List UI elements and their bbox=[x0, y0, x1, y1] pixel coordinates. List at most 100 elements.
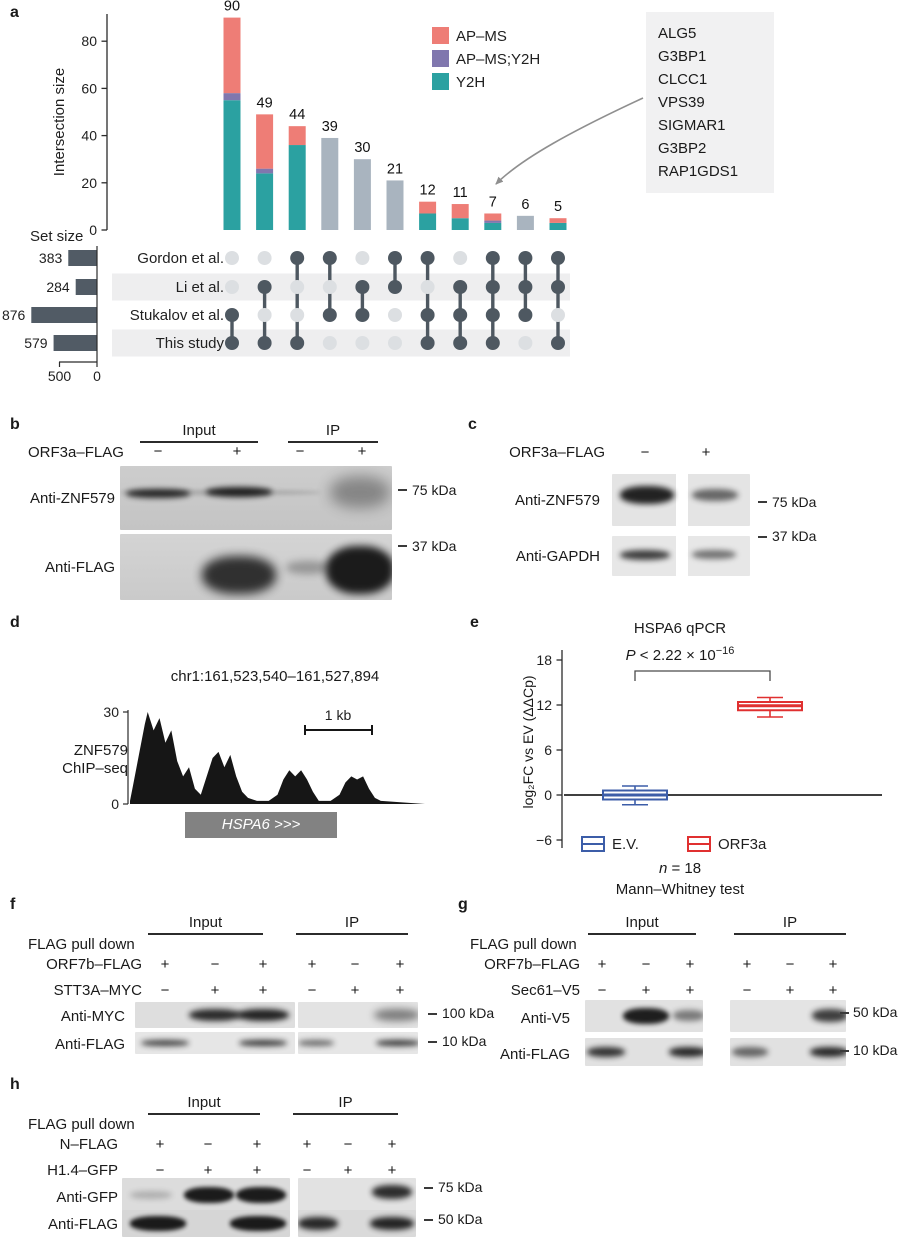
n-italic: n bbox=[658, 860, 668, 877]
blot-band bbox=[202, 556, 276, 594]
set-name: Li et al. bbox=[176, 279, 224, 296]
marker-tick bbox=[398, 489, 407, 491]
panel-a-label: a bbox=[10, 4, 19, 21]
blot-gap bbox=[676, 474, 688, 526]
antibody-label: Anti-MYC bbox=[60, 1008, 125, 1025]
legend-swatch bbox=[432, 73, 449, 90]
panel-d-label: d bbox=[10, 614, 20, 631]
lane-sign: + bbox=[307, 956, 317, 973]
lane-sign: + bbox=[387, 1136, 397, 1153]
lane-sign: − bbox=[742, 982, 752, 999]
lane-sign: + bbox=[343, 1162, 353, 1179]
lane-sign: − bbox=[153, 443, 163, 460]
antibody-label: Anti-GFP bbox=[56, 1189, 118, 1206]
lane-sign: + bbox=[395, 956, 405, 973]
lane-sign: − bbox=[785, 956, 795, 973]
scalebar-label: 1 kb bbox=[325, 707, 352, 723]
set-size-value: 579 bbox=[24, 335, 48, 351]
intersection-value: 44 bbox=[289, 107, 305, 123]
matrix-dot bbox=[551, 251, 565, 265]
pulldown-label: FLAG pull down bbox=[28, 1116, 135, 1133]
matrix-dot bbox=[453, 280, 468, 294]
upset-ylabel: Intersection size bbox=[51, 68, 68, 176]
panel-g-label: g bbox=[458, 896, 468, 913]
intersection-bar-segment bbox=[451, 218, 469, 230]
blot-image bbox=[135, 1032, 295, 1054]
blot-band bbox=[126, 489, 190, 498]
blot-band bbox=[141, 1040, 189, 1046]
lane-sign: + bbox=[350, 982, 360, 999]
matrix-dot bbox=[388, 251, 402, 265]
ip-underline bbox=[288, 441, 378, 443]
intersection-bar-segment bbox=[549, 218, 567, 223]
intersection-value: 90 bbox=[224, 0, 240, 15]
blot-image bbox=[585, 1000, 703, 1032]
marker-label: 50 kDa bbox=[853, 1004, 898, 1020]
matrix-dot bbox=[420, 251, 435, 265]
blot-band bbox=[370, 1217, 414, 1230]
callout-arrow bbox=[495, 97, 644, 185]
legend-label: AP–MS bbox=[456, 28, 507, 45]
intersection-value: 12 bbox=[420, 183, 436, 199]
antibody-label: Anti-V5 bbox=[520, 1010, 570, 1027]
lane-sign: + bbox=[252, 1136, 262, 1153]
construct-label: STT3A–MYC bbox=[53, 982, 142, 999]
blot-image bbox=[585, 1038, 703, 1066]
set-name: Gordon et al. bbox=[137, 250, 224, 267]
lane-sign: + bbox=[387, 1162, 397, 1179]
intersection-value: 21 bbox=[387, 161, 403, 177]
lane-sign: + bbox=[302, 1136, 312, 1153]
construct-label: ORF7b–FLAG bbox=[46, 956, 142, 973]
blot-band bbox=[206, 487, 272, 497]
lane-sign: − bbox=[160, 982, 170, 999]
blot-band bbox=[298, 1217, 338, 1230]
matrix-dot bbox=[225, 308, 239, 322]
legend-label: AP–MS;Y2H bbox=[456, 51, 540, 68]
chart-text: 6 bbox=[544, 742, 552, 758]
ip-header: IP bbox=[325, 422, 341, 439]
matrix-dot bbox=[225, 251, 239, 265]
set-size-value: 383 bbox=[39, 250, 63, 266]
matrix-dot bbox=[388, 308, 402, 322]
legend-label: Y2H bbox=[456, 74, 485, 91]
matrix-dot bbox=[290, 251, 305, 265]
matrix-dot bbox=[551, 308, 565, 322]
input-underline bbox=[148, 1113, 260, 1115]
antibody-label: Anti-FLAG bbox=[44, 559, 115, 576]
blot-band bbox=[673, 1010, 703, 1021]
matrix-dot bbox=[355, 280, 370, 294]
set-size-bar bbox=[68, 250, 97, 266]
blot-band bbox=[230, 1216, 286, 1231]
blot-image bbox=[612, 474, 750, 526]
lane-sign: − bbox=[210, 956, 220, 973]
marker-label: 75 kDa bbox=[438, 1179, 483, 1195]
matrix-dot bbox=[257, 308, 272, 322]
p-rest: < 2.22 × 10 bbox=[635, 647, 716, 664]
chart-text: 60 bbox=[81, 80, 97, 96]
blot-band bbox=[692, 550, 736, 559]
intersection-value: 5 bbox=[554, 199, 562, 215]
chart-text: 500 bbox=[48, 368, 72, 384]
antibody-label: Anti-FLAG bbox=[54, 1036, 125, 1053]
test-label: Mann–Whitney test bbox=[615, 881, 745, 898]
matrix-dot bbox=[355, 251, 370, 265]
legend-label: ORF3a bbox=[718, 836, 767, 853]
matrix-dot bbox=[420, 336, 435, 350]
callout-gene: CLCC1 bbox=[658, 71, 708, 88]
intersection-value: 49 bbox=[257, 95, 273, 111]
intersection-bar-segment bbox=[256, 114, 274, 169]
panel-f-label: f bbox=[10, 896, 16, 913]
input-underline bbox=[148, 933, 263, 935]
marker-tick bbox=[424, 1187, 433, 1189]
matrix-dot bbox=[322, 280, 337, 294]
intersection-bar-segment bbox=[419, 213, 437, 230]
matrix-dot bbox=[257, 251, 272, 265]
marker-tick bbox=[840, 1012, 849, 1014]
matrix-dot bbox=[453, 308, 468, 322]
chart-text: 30 bbox=[103, 704, 119, 720]
intersection-bar bbox=[386, 180, 404, 230]
callout-gene: SIGMAR1 bbox=[658, 117, 726, 134]
blot-gap bbox=[676, 536, 688, 576]
